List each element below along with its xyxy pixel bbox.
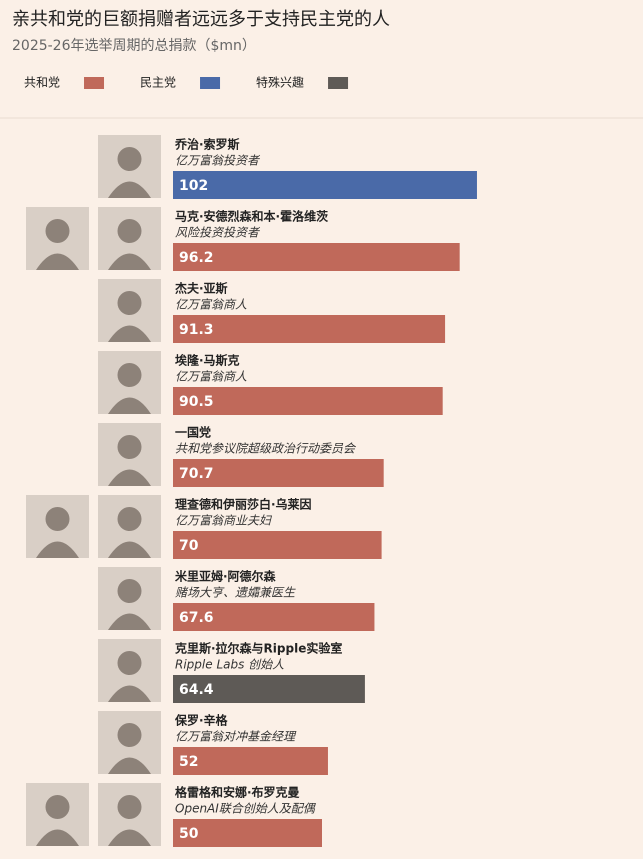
donor-description: 亿万富翁商人 [175, 370, 247, 384]
photo-head [45, 507, 70, 531]
donor-description: Ripple Labs 创始人 [175, 658, 284, 672]
photo-body [108, 253, 151, 270]
photo-body [108, 469, 151, 486]
photo-head [117, 219, 142, 243]
photo-body [108, 325, 151, 342]
donor-name: 米里亚姆·阿德尔森 [175, 569, 277, 584]
donor-name: 克里斯·拉尔森与Ripple实验室 [175, 641, 342, 656]
value-label: 64.4 [179, 682, 214, 698]
donor-name: 格雷格和安娜·布罗克曼 [175, 785, 300, 800]
legend-swatch [200, 77, 221, 89]
bar [173, 747, 328, 775]
bar [173, 243, 460, 271]
value-label: 67.6 [179, 610, 214, 626]
bar [173, 819, 322, 847]
value-label: 102 [179, 178, 208, 194]
photo-head [117, 507, 142, 531]
photo-head [117, 651, 142, 675]
value-label: 96.2 [179, 250, 214, 266]
photo-body [108, 181, 151, 198]
value-label: 91.3 [179, 322, 214, 338]
chart-title: 亲共和党的巨额捐赠者远远多于支持民主党的人 [12, 9, 390, 30]
photo-head [117, 435, 142, 459]
value-label: 52 [179, 754, 198, 770]
photo-head [117, 795, 142, 819]
legend-label: 共和党 [24, 75, 60, 90]
photo-body [36, 541, 79, 558]
photo-head [117, 363, 142, 387]
legend-label: 特殊兴趣 [256, 75, 304, 90]
donor-description: 亿万富翁商人 [175, 298, 247, 312]
bar [173, 675, 365, 703]
donor-description: 赌场大亨、遗孀兼医生 [175, 586, 296, 600]
photo-body [36, 829, 79, 846]
donor-description: OpenAI联合创始人及配偶 [175, 802, 317, 816]
donor-name: 杰夫·亚斯 [175, 281, 228, 296]
photo-body [108, 541, 151, 558]
bar [173, 315, 446, 343]
donor-description: 亿万富翁投资者 [175, 154, 261, 168]
value-label: 50 [179, 826, 199, 842]
bar [173, 171, 477, 199]
legend-label: 民主党 [140, 75, 176, 90]
donor-name: 一国党 [175, 425, 211, 440]
bar [173, 603, 375, 631]
donor-name: 马克·安德烈森和本·霍洛维茨 [175, 209, 328, 224]
photo-body [36, 253, 79, 270]
photo-head [45, 219, 70, 243]
photo-head [117, 579, 142, 603]
donor-description: 亿万富翁商业夫妇 [175, 514, 273, 528]
bar [173, 387, 443, 415]
photo-head [45, 795, 70, 819]
photo-body [108, 613, 151, 630]
donor-description: 亿万富翁对冲基金经理 [175, 730, 297, 744]
photo-head [117, 147, 142, 171]
chart-subtitle: 2025-26年选举周期的总捐款（$mn） [12, 38, 256, 54]
donor-description: 风险投资投资者 [175, 226, 261, 240]
value-label: 70.7 [179, 466, 214, 482]
photo-body [108, 757, 151, 774]
donor-name: 乔治·索罗斯 [174, 137, 240, 152]
value-label: 90.5 [179, 394, 214, 410]
photo-body [108, 397, 151, 414]
donor-name: 理查德和伊丽莎白·乌莱因 [175, 497, 312, 512]
photo-body [108, 829, 151, 846]
photo-head [117, 291, 142, 315]
legend-swatch [84, 77, 105, 89]
donor-name: 埃隆·马斯克 [175, 353, 240, 368]
photo-body [108, 685, 151, 702]
value-label: 70 [179, 538, 199, 554]
legend-swatch [328, 77, 349, 89]
bar [173, 459, 384, 487]
donor-description: 共和党参议院超级政治行动委员会 [175, 442, 357, 456]
bar [173, 531, 382, 559]
donor-name: 保罗·辛格 [174, 713, 229, 728]
photo-head [117, 723, 142, 747]
